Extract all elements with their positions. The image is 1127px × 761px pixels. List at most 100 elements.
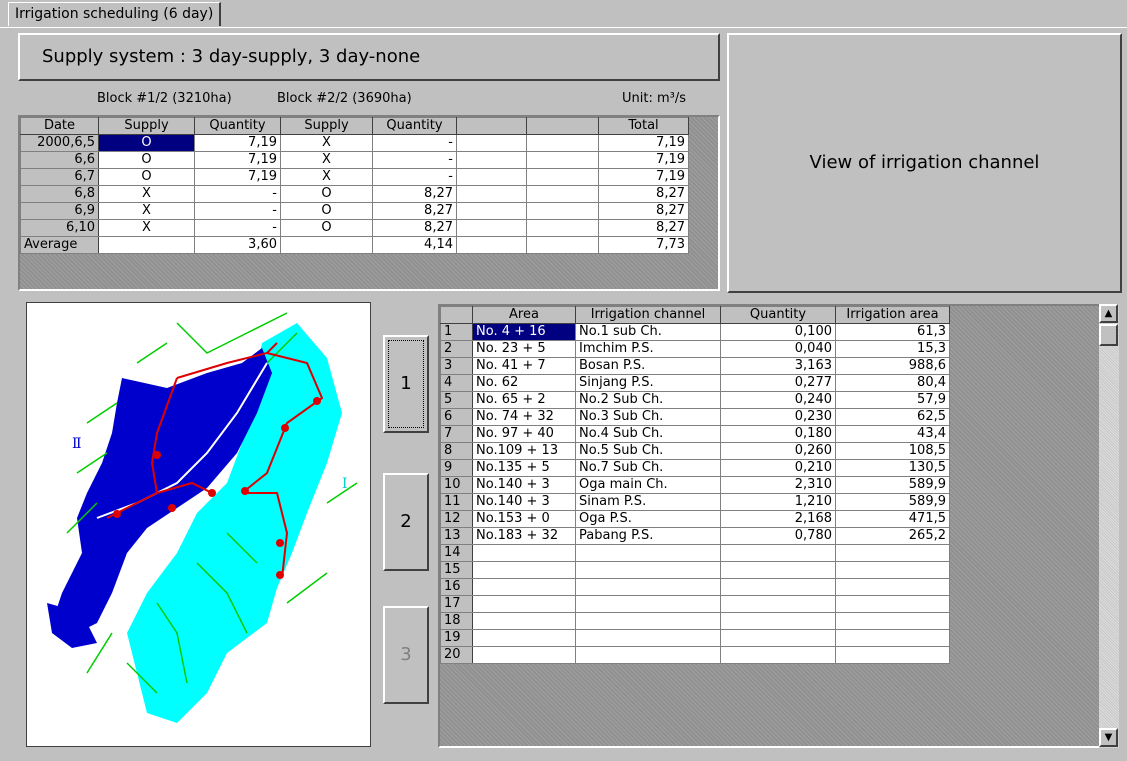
channel-cell-area[interactable]: No. 62	[472, 374, 576, 392]
channel-row[interactable]: 2 No. 23 + 5 Imchim P.S. 0,040 15,3	[440, 340, 950, 358]
schedule-cell[interactable]	[526, 202, 599, 220]
channel-cell-area[interactable]: No. 41 + 7	[472, 357, 576, 375]
channel-cell-area[interactable]	[472, 646, 576, 664]
schedule-cell[interactable]: -	[194, 219, 281, 237]
schedule-cell[interactable]: 7,19	[598, 134, 689, 152]
schedule-cell[interactable]: O	[280, 219, 373, 237]
schedule-cell[interactable]: 8,27	[598, 202, 689, 220]
channel-cell-area[interactable]: No.140 + 3	[472, 493, 576, 511]
channel-cell-channel[interactable]	[575, 561, 721, 579]
channel-cell-irr[interactable]: 471,5	[835, 510, 950, 528]
channel-cell-qty[interactable]: 1,210	[720, 493, 836, 511]
channel-cell-irr[interactable]: 80,4	[835, 374, 950, 392]
channel-cell-area[interactable]	[472, 561, 576, 579]
channel-cell-irr[interactable]: 589,9	[835, 493, 950, 511]
scrollbar-thumb[interactable]	[1099, 324, 1118, 346]
channel-cell-irr[interactable]: 589,9	[835, 476, 950, 494]
schedule-cell[interactable]	[456, 236, 527, 254]
channel-cell-n[interactable]: 14	[440, 544, 473, 562]
channel-cell-channel[interactable]	[575, 595, 721, 613]
channel-cell-n[interactable]: 10	[440, 476, 473, 494]
schedule-cell[interactable]	[526, 151, 599, 169]
channel-row[interactable]: 14	[440, 544, 950, 562]
schedule-cell[interactable]	[526, 185, 599, 203]
channel-cell-qty[interactable]: 3,163	[720, 357, 836, 375]
schedule-cell[interactable]: -	[372, 168, 457, 186]
schedule-cell[interactable]: 6,8	[20, 185, 99, 203]
channel-cell-area[interactable]	[472, 578, 576, 596]
schedule-cell[interactable]: 2000,6,5	[20, 134, 99, 152]
schedule-row[interactable]: 6,9 X - O 8,27 8,27	[20, 202, 689, 220]
block-1-button[interactable]: 1	[383, 335, 429, 433]
schedule-cell[interactable]: O	[98, 151, 195, 169]
channel-cell-n[interactable]: 12	[440, 510, 473, 528]
schedule-cell[interactable]: 8,27	[598, 219, 689, 237]
channel-cell-area[interactable]: No. 65 + 2	[472, 391, 576, 409]
schedule-cell[interactable]	[280, 236, 373, 254]
channel-cell-n[interactable]: 18	[440, 612, 473, 630]
schedule-cell[interactable]: 7,73	[598, 236, 689, 254]
schedule-cell[interactable]: 8,27	[598, 185, 689, 203]
schedule-cell[interactable]: X	[280, 168, 373, 186]
channel-cell-irr[interactable]	[835, 578, 950, 596]
channel-cell-irr[interactable]	[835, 595, 950, 613]
channel-row[interactable]: 15	[440, 561, 950, 579]
schedule-cell[interactable]	[456, 134, 527, 152]
channel-cell-area[interactable]: No.109 + 13	[472, 442, 576, 460]
schedule-cell[interactable]: O	[98, 168, 195, 186]
channel-cell-area[interactable]: No. 4 + 16	[472, 323, 576, 341]
channel-cell-qty[interactable]	[720, 595, 836, 613]
schedule-cell[interactable]: 7,19	[598, 151, 689, 169]
channel-cell-channel[interactable]: No.5 Sub Ch.	[575, 442, 721, 460]
schedule-average-row[interactable]: Average 3,60 4,14 7,73	[20, 236, 689, 254]
channel-cell-irr[interactable]	[835, 544, 950, 562]
channel-row[interactable]: 9 No.135 + 5 No.7 Sub Ch. 0,210 130,5	[440, 459, 950, 477]
channel-cell-area[interactable]	[472, 629, 576, 647]
schedule-cell[interactable]: -	[372, 134, 457, 152]
channel-cell-channel[interactable]: Pabang P.S.	[575, 527, 721, 545]
schedule-cell[interactable]: Average	[20, 236, 99, 254]
channel-cell-channel[interactable]: No.3 Sub Ch.	[575, 408, 721, 426]
channel-cell-n[interactable]: 8	[440, 442, 473, 460]
schedule-cell[interactable]: X	[98, 219, 195, 237]
channel-cell-qty[interactable]	[720, 646, 836, 664]
channel-row[interactable]: 1 No. 4 + 16 No.1 sub Ch. 0,100 61,3	[440, 323, 950, 341]
block-3-button[interactable]: 3	[383, 606, 429, 704]
tab-irrigation-scheduling[interactable]: Irrigation scheduling (6 day)	[8, 2, 222, 26]
schedule-cell[interactable]: X	[280, 134, 373, 152]
channel-cell-area[interactable]: No. 74 + 32	[472, 408, 576, 426]
channel-cell-irr[interactable]: 265,2	[835, 527, 950, 545]
schedule-cell[interactable]: 3,60	[194, 236, 281, 254]
channel-row[interactable]: 16	[440, 578, 950, 596]
channel-cell-channel[interactable]: Oga P.S.	[575, 510, 721, 528]
schedule-cell[interactable]: 6,7	[20, 168, 99, 186]
channel-row[interactable]: 13 No.183 + 32 Pabang P.S. 0,780 265,2	[440, 527, 950, 545]
channel-cell-qty[interactable]: 0,230	[720, 408, 836, 426]
channel-cell-irr[interactable]: 61,3	[835, 323, 950, 341]
channel-cell-qty[interactable]: 0,260	[720, 442, 836, 460]
arrow-down-icon[interactable]: ▼	[1099, 728, 1118, 747]
channel-row[interactable]: 3 No. 41 + 7 Bosan P.S. 3,163 988,6	[440, 357, 950, 375]
schedule-cell[interactable]: 6,6	[20, 151, 99, 169]
channel-row[interactable]: 17	[440, 595, 950, 613]
channel-cell-irr[interactable]	[835, 561, 950, 579]
channel-cell-irr[interactable]: 62,5	[835, 408, 950, 426]
schedule-cell[interactable]: O	[98, 134, 195, 152]
schedule-cell[interactable]: -	[372, 151, 457, 169]
schedule-cell[interactable]	[526, 236, 599, 254]
channel-cell-irr[interactable]: 988,6	[835, 357, 950, 375]
channel-cell-irr[interactable]: 108,5	[835, 442, 950, 460]
channel-row[interactable]: 7 No. 97 + 40 No.4 Sub Ch. 0,180 43,4	[440, 425, 950, 443]
channel-cell-n[interactable]: 1	[440, 323, 473, 341]
channel-row[interactable]: 11 No.140 + 3 Sinam P.S. 1,210 589,9	[440, 493, 950, 511]
schedule-row[interactable]: 2000,6,5 O 7,19 X -7,19	[20, 134, 689, 152]
channel-cell-n[interactable]: 15	[440, 561, 473, 579]
channel-cell-channel[interactable]	[575, 629, 721, 647]
schedule-cell[interactable]: O	[280, 185, 373, 203]
channel-cell-n[interactable]: 17	[440, 595, 473, 613]
channel-cell-n[interactable]: 4	[440, 374, 473, 392]
channel-cell-n[interactable]: 5	[440, 391, 473, 409]
channel-cell-channel[interactable]	[575, 646, 721, 664]
channel-cell-area[interactable]	[472, 612, 576, 630]
schedule-cell[interactable]: -	[194, 185, 281, 203]
